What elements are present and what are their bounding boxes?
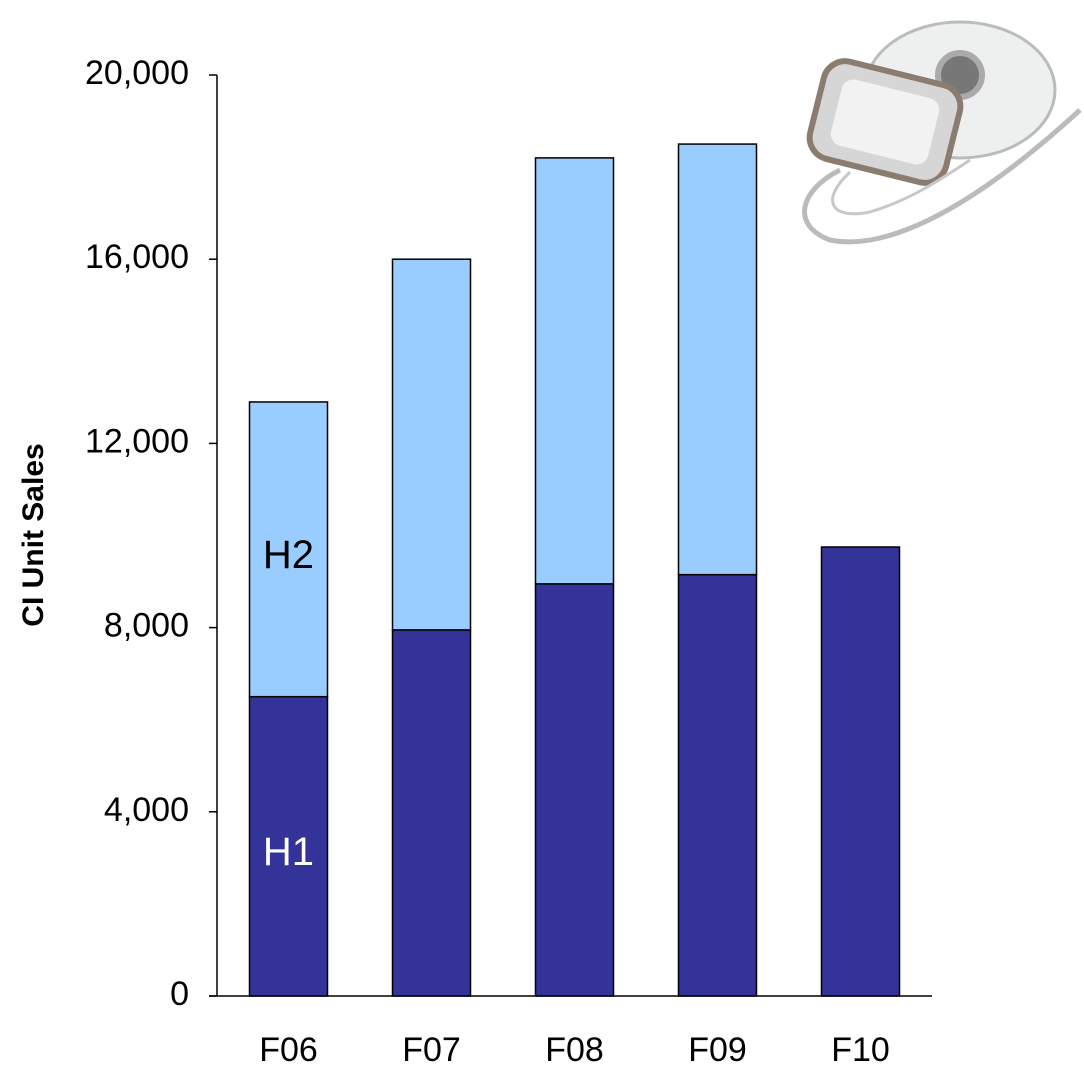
y-tick-label: 4,000 bbox=[104, 791, 189, 829]
bar-segment bbox=[677, 143, 758, 576]
bar-segment bbox=[248, 695, 329, 997]
y-tick-label: 0 bbox=[170, 975, 189, 1013]
y-tick-label: 16,000 bbox=[85, 238, 189, 276]
bar-segment bbox=[677, 573, 758, 997]
y-tick-label: 20,000 bbox=[85, 54, 189, 92]
x-tick-label: F09 bbox=[688, 1031, 747, 1069]
bar-segment bbox=[534, 157, 615, 585]
series-label: H1 bbox=[263, 830, 314, 874]
bar-segment bbox=[820, 546, 901, 997]
x-tick-label: F08 bbox=[545, 1031, 604, 1069]
bar-segment bbox=[391, 629, 472, 997]
series-label: H2 bbox=[263, 533, 314, 577]
y-axis-title: CI Unit Sales bbox=[17, 443, 50, 626]
bar-segment bbox=[534, 583, 615, 997]
implant-picture bbox=[802, 20, 1082, 245]
y-tick-label: 12,000 bbox=[85, 422, 189, 460]
y-tick-label: 8,000 bbox=[104, 607, 189, 645]
bar-segment bbox=[248, 401, 329, 698]
bar-segment bbox=[391, 258, 472, 631]
x-tick-label: F06 bbox=[259, 1031, 318, 1069]
x-tick-label: F07 bbox=[402, 1031, 461, 1069]
x-tick-label: F10 bbox=[831, 1031, 890, 1069]
